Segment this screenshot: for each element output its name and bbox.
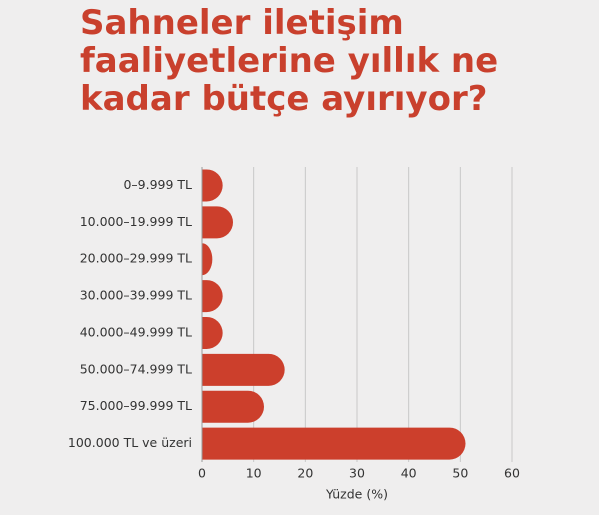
- bar: [202, 390, 264, 423]
- x-tick-label: 40: [401, 466, 417, 481]
- y-tick-label: 0–9.999 TL: [123, 177, 192, 192]
- x-tick-label: 0: [198, 466, 206, 481]
- x-tick-label: 50: [452, 466, 468, 481]
- y-tick-label: 100.000 TL ve üzeri: [68, 435, 192, 450]
- x-axis-label: Yüzde (%): [325, 487, 388, 502]
- y-tick-label: 40.000–49.999 TL: [80, 324, 192, 339]
- y-tick-label: 10.000–19.999 TL: [80, 214, 192, 229]
- bar: [202, 353, 285, 386]
- x-tick-label: 30: [349, 466, 365, 481]
- y-tick-label: 50.000–74.999 TL: [80, 361, 192, 376]
- bar: [202, 169, 223, 202]
- bar: [202, 243, 213, 276]
- x-tick-label: 10: [246, 466, 262, 481]
- bar: [202, 280, 223, 313]
- bar: [202, 206, 233, 239]
- y-tick-label: 75.000–99.999 TL: [80, 398, 192, 413]
- y-tick-label: 30.000–39.999 TL: [80, 288, 192, 303]
- x-tick-label: 60: [504, 466, 520, 481]
- x-tick-label: 20: [297, 466, 313, 481]
- bar: [202, 427, 466, 460]
- bar: [202, 316, 223, 349]
- y-tick-label: 20.000–29.999 TL: [80, 251, 192, 266]
- chart-title: Sahneler iletişim faaliyetlerine yıllık …: [80, 3, 499, 119]
